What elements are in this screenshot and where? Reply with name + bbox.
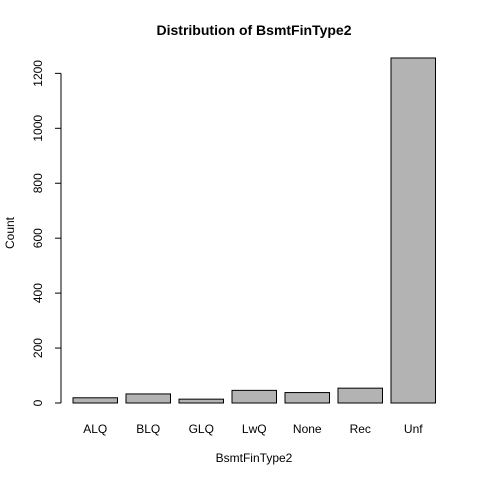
bar-none bbox=[284, 392, 330, 404]
x-tick-label-blq: BLQ bbox=[136, 422, 160, 436]
y-tick-label: 400 bbox=[31, 283, 45, 303]
y-tick-label: 1200 bbox=[31, 60, 45, 87]
chart-title: Distribution of BsmtFinType2 bbox=[157, 22, 352, 38]
y-tick-label: 200 bbox=[31, 338, 45, 358]
y-tick-label: 0 bbox=[31, 399, 45, 406]
bar-unf bbox=[390, 57, 436, 404]
x-tick-label-glq: GLQ bbox=[189, 422, 214, 436]
x-axis-label: BsmtFinType2 bbox=[216, 451, 293, 465]
bar-rec bbox=[337, 387, 383, 404]
x-tick-label-unf: Unf bbox=[404, 422, 423, 436]
x-tick-labels: ALQ BLQ GLQ LwQ None Rec Unf bbox=[83, 422, 423, 436]
bar-blq bbox=[125, 393, 171, 404]
x-tick-label-lwq: LwQ bbox=[242, 422, 267, 436]
y-axis: 0 200 400 600 800 1000 1200 bbox=[31, 60, 62, 406]
y-tick-label: 800 bbox=[31, 173, 45, 193]
y-axis-label: Count bbox=[3, 216, 17, 249]
bar-alq bbox=[72, 397, 118, 404]
y-tick-label: 600 bbox=[31, 228, 45, 248]
x-tick-label-alq: ALQ bbox=[83, 422, 107, 436]
y-tick-label: 1000 bbox=[31, 115, 45, 142]
x-tick-label-none: None bbox=[293, 422, 322, 436]
bar-lwq bbox=[231, 389, 277, 404]
x-tick-label-rec: Rec bbox=[350, 422, 371, 436]
bars-group bbox=[72, 57, 436, 404]
bar-glq bbox=[178, 398, 224, 404]
